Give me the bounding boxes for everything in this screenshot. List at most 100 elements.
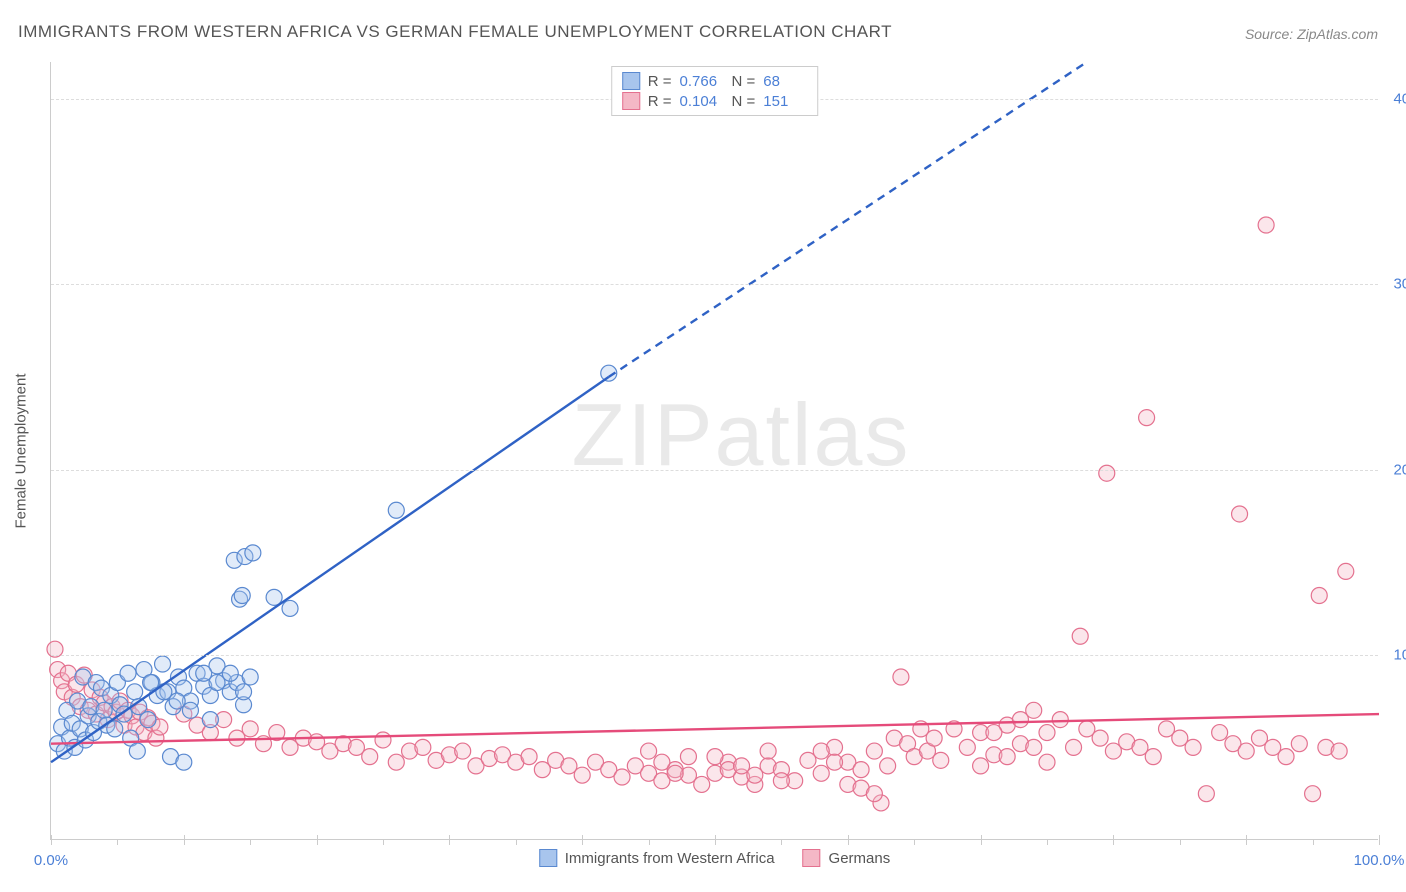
scatter-point-a (202, 712, 218, 728)
scatter-point-b (362, 749, 378, 765)
scatter-point-b (1291, 736, 1307, 752)
scatter-point-a (155, 656, 171, 672)
scatter-point-b (614, 769, 630, 785)
legend-stats-row-a: R = 0.766 N = 68 (622, 71, 808, 91)
scatter-point-b (707, 749, 723, 765)
scatter-point-a (388, 502, 404, 518)
scatter-point-b (1066, 739, 1082, 755)
legend-swatch-a (622, 72, 640, 90)
scatter-point-b (1092, 730, 1108, 746)
scatter-point-b (773, 773, 789, 789)
gridline-h (51, 284, 1378, 285)
bottom-legend-label-a: Immigrants from Western Africa (565, 850, 775, 867)
scatter-point-b (866, 743, 882, 759)
r-label-a: R = (648, 73, 672, 90)
scatter-point-b (926, 730, 942, 746)
scatter-point-b (1012, 712, 1028, 728)
chart-title: IMMIGRANTS FROM WESTERN AFRICA VS GERMAN… (18, 22, 892, 42)
scatter-point-b (1145, 749, 1161, 765)
x-tick (449, 835, 450, 845)
r-value-a: 0.766 (680, 73, 724, 90)
scatter-point-b (1039, 725, 1055, 741)
scatter-point-a (242, 669, 258, 685)
scatter-point-b (1212, 725, 1228, 741)
scatter-point-b (1311, 587, 1327, 603)
bottom-legend-item-a: Immigrants from Western Africa (539, 849, 775, 867)
x-tick (383, 839, 384, 845)
scatter-point-b (1331, 743, 1347, 759)
y-tick-label: 30.0% (1384, 276, 1406, 293)
scatter-point-b (1198, 786, 1214, 802)
scatter-point-b (1258, 217, 1274, 233)
x-tick (981, 835, 982, 845)
scatter-point-a (236, 684, 252, 700)
x-tick (848, 835, 849, 845)
x-tick (117, 839, 118, 845)
scatter-point-b (388, 754, 404, 770)
trend-line-a-solid (51, 377, 609, 762)
scatter-point-b (1185, 739, 1201, 755)
scatter-point-b (827, 754, 843, 770)
y-tick-label: 10.0% (1384, 646, 1406, 663)
scatter-point-b (694, 776, 710, 792)
scatter-point-b (455, 743, 471, 759)
y-tick-label: 20.0% (1384, 461, 1406, 478)
scatter-point-b (242, 721, 258, 737)
bottom-legend-label-b: Germans (829, 850, 891, 867)
scatter-point-b (893, 669, 909, 685)
x-tick (781, 839, 782, 845)
x-tick (1246, 835, 1247, 845)
scatter-point-b (999, 749, 1015, 765)
scatter-point-b (574, 767, 590, 783)
x-tick (1379, 835, 1380, 845)
scatter-point-b (521, 749, 537, 765)
scatter-point-b (1052, 712, 1068, 728)
x-tick (914, 839, 915, 845)
bottom-swatch-a (539, 849, 557, 867)
scatter-point-b (959, 739, 975, 755)
x-tick (1113, 835, 1114, 845)
x-tick (1180, 839, 1181, 845)
x-tick (715, 835, 716, 845)
x-tick (582, 835, 583, 845)
gridline-h (51, 655, 1378, 656)
scatter-point-b (813, 765, 829, 781)
scatter-point-a (222, 665, 238, 681)
scatter-point-b (866, 786, 882, 802)
scatter-point-b (813, 743, 829, 759)
scatter-point-a (182, 702, 198, 718)
scatter-point-b (1338, 563, 1354, 579)
bottom-legend-item-b: Germans (803, 849, 891, 867)
scatter-point-b (1026, 739, 1042, 755)
scatter-point-b (1099, 465, 1115, 481)
plot-area: Female Unemployment ZIPatlas R = 0.766 N… (50, 62, 1378, 840)
x-tick (250, 839, 251, 845)
n-value-a: 68 (763, 73, 807, 90)
scatter-point-a (127, 684, 143, 700)
scatter-point-a (245, 545, 261, 561)
scatter-point-b (1039, 754, 1055, 770)
scatter-point-a (234, 587, 250, 603)
scatter-point-b (680, 749, 696, 765)
x-tick (516, 839, 517, 845)
scatter-point-b (641, 743, 657, 759)
x-tick (317, 835, 318, 845)
scatter-point-b (1305, 786, 1321, 802)
y-axis-label: Female Unemployment (13, 373, 30, 528)
scatter-point-b (1238, 743, 1254, 759)
scatter-point-b (415, 739, 431, 755)
scatter-point-b (880, 758, 896, 774)
legend-stats-row-b: R = 0.104 N = 151 (622, 91, 808, 111)
n-value-b: 151 (763, 93, 807, 110)
scatter-point-b (986, 725, 1002, 741)
scatter-point-b (375, 732, 391, 748)
legend-stats-box: R = 0.766 N = 68 R = 0.104 N = 151 (611, 66, 819, 116)
x-tick (51, 835, 52, 845)
x-tick (1047, 839, 1048, 845)
scatter-point-a (129, 743, 145, 759)
scatter-point-a (282, 600, 298, 616)
scatter-point-b (853, 762, 869, 778)
gridline-h (51, 470, 1378, 471)
n-label-b: N = (732, 93, 756, 110)
scatter-point-b (973, 758, 989, 774)
